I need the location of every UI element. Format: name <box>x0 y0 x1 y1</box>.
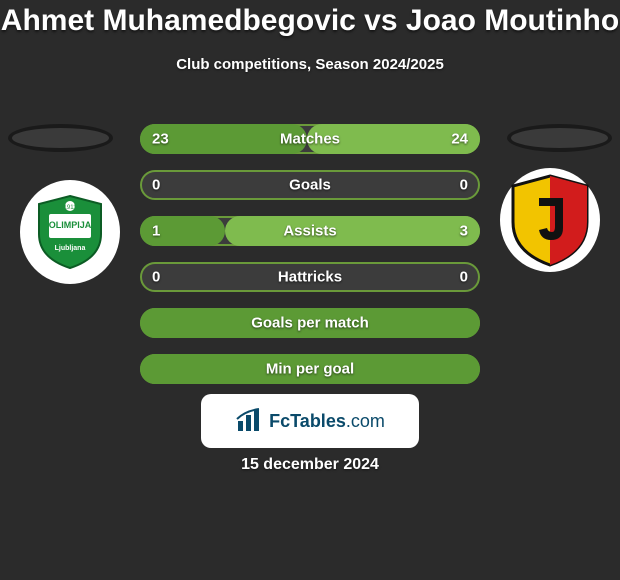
player-photo-right-placeholder <box>507 124 612 152</box>
brand-badge: FcTables.com <box>201 394 419 448</box>
subtitle: Club competitions, Season 2024/2025 <box>0 56 620 73</box>
bar-label: Min per goal <box>140 361 480 378</box>
player-photo-left-placeholder <box>8 124 113 152</box>
bar-label: Hattricks <box>140 269 480 286</box>
stat-row: Hattricks0 0 <box>140 262 480 292</box>
brand-name: FcTables <box>269 411 346 431</box>
bar-value-left: 23 <box>152 131 169 148</box>
stat-row: Assists1 3 <box>140 216 480 246</box>
date-text: 15 december 2024 <box>0 456 620 474</box>
stat-row: Goals per match <box>140 308 480 338</box>
bar-value-right: 0 <box>460 269 468 286</box>
bar-value-left: 1 <box>152 223 160 240</box>
svg-text:1911: 1911 <box>64 205 78 211</box>
stat-row: Matches23 24 <box>140 124 480 154</box>
bar-value-left: 0 <box>152 177 160 194</box>
comparison-infographic: Ahmet Muhamedbegovic vs Joao Moutinho Cl… <box>0 0 620 580</box>
bar-value-left: 0 <box>152 269 160 286</box>
brand-suffix: .com <box>346 411 385 431</box>
club-logo-left: OLIMPIJA Ljubljana 1911 <box>20 180 120 284</box>
bar-label: Goals <box>140 177 480 194</box>
bar-value-right: 24 <box>451 131 468 148</box>
bars-chart-icon <box>235 407 263 435</box>
stat-row: Min per goal <box>140 354 480 384</box>
shield-icon <box>507 172 593 268</box>
bar-label: Matches <box>140 131 480 148</box>
bar-label: Assists <box>140 223 480 240</box>
stat-row: Goals0 0 <box>140 170 480 200</box>
svg-text:Ljubljana: Ljubljana <box>55 245 86 252</box>
bar-value-right: 0 <box>460 177 468 194</box>
svg-text:OLIMPIJA: OLIMPIJA <box>49 220 92 230</box>
stat-bars: Matches2324Goals00Assists13Hattricks00Go… <box>140 124 480 400</box>
bar-label: Goals per match <box>140 315 480 332</box>
page-title: Ahmet Muhamedbegovic vs Joao Moutinho <box>0 4 620 38</box>
bar-value-right: 3 <box>460 223 468 240</box>
club-logo-right <box>500 168 600 272</box>
shield-icon: OLIMPIJA Ljubljana 1911 <box>35 194 105 270</box>
brand-text: FcTables.com <box>269 411 385 432</box>
